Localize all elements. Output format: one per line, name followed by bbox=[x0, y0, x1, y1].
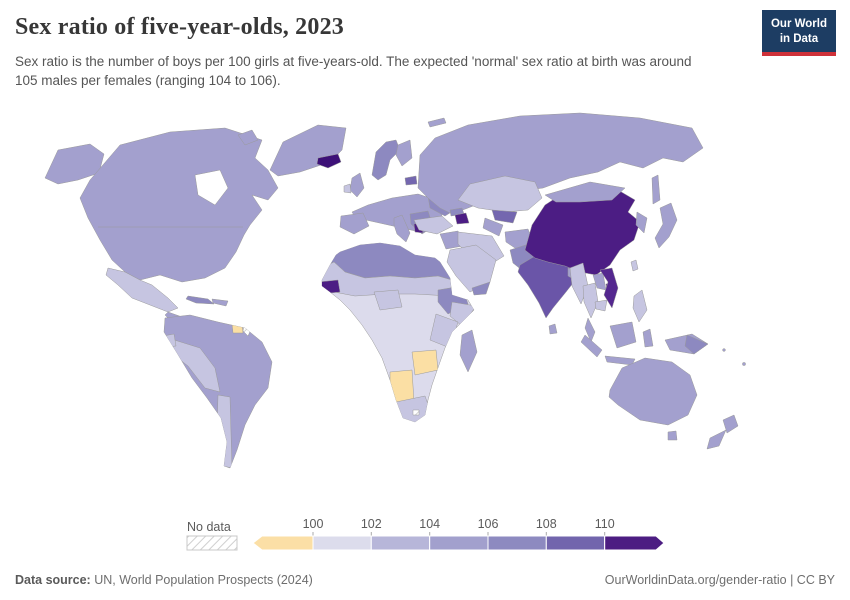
map-region-svalbard[interactable] bbox=[427, 117, 447, 128]
map-region-azerbaijan[interactable] bbox=[454, 212, 470, 225]
map-region-vietnam[interactable] bbox=[599, 267, 619, 309]
map-region-australia[interactable] bbox=[608, 357, 698, 426]
world-map-svg bbox=[44, 112, 746, 469]
map-region-iberia[interactable] bbox=[339, 212, 370, 235]
map-region-taiwan[interactable] bbox=[630, 259, 639, 272]
map-region-suriname[interactable] bbox=[231, 322, 244, 334]
data-source-label: Data source: bbox=[15, 573, 91, 587]
legend-tick-106: 106 bbox=[478, 517, 499, 531]
owid-logo-line2: in Data bbox=[779, 32, 819, 45]
data-source-value: UN, World Population Prospects (2024) bbox=[90, 573, 313, 587]
legend-tick-108: 108 bbox=[536, 517, 557, 531]
map-region-yemen[interactable] bbox=[471, 281, 491, 296]
world-map bbox=[0, 100, 850, 512]
owid-logo-line1: Our World bbox=[770, 18, 827, 30]
map-region-philippines[interactable] bbox=[632, 289, 648, 323]
license-label: CC BY bbox=[796, 573, 835, 587]
continent-north-america bbox=[44, 124, 347, 333]
map-region-uzbekistan[interactable] bbox=[491, 209, 518, 224]
map-region-lesotho-nodata[interactable] bbox=[412, 409, 420, 416]
map-region-cambodia[interactable] bbox=[594, 299, 608, 312]
region-asia bbox=[504, 181, 678, 335]
chart-footer: Data source: UN, World Population Prospe… bbox=[15, 573, 835, 587]
map-region-fiji[interactable] bbox=[742, 362, 746, 366]
map-region-kazakhstan[interactable] bbox=[457, 175, 543, 213]
data-source-note: Data source: UN, World Population Prospe… bbox=[15, 573, 313, 587]
map-region-sri-lanka[interactable] bbox=[548, 323, 558, 335]
map-region-madagascar[interactable] bbox=[459, 329, 478, 373]
map-legend: No data 100 102 104 106 108 110 bbox=[0, 512, 850, 562]
map-region-sumatra[interactable] bbox=[580, 334, 603, 358]
map-region-baltics[interactable] bbox=[404, 175, 418, 186]
map-region-new-zealand-south[interactable] bbox=[706, 429, 727, 450]
footer-right: OurWorldinData.org/gender-ratio | CC BY bbox=[605, 573, 835, 587]
map-region-nigeria[interactable] bbox=[373, 289, 403, 311]
map-region-java[interactable] bbox=[604, 355, 636, 366]
map-region-canada-usa[interactable] bbox=[79, 127, 279, 283]
map-region-arctic-island[interactable] bbox=[237, 129, 259, 146]
legend-nodata-label: No data bbox=[187, 520, 231, 534]
region-russia-central-asia bbox=[417, 112, 704, 237]
legend-bin-102-104[interactable] bbox=[370, 535, 431, 551]
map-region-alaska[interactable] bbox=[44, 143, 105, 185]
map-region-turkmenistan[interactable] bbox=[482, 217, 504, 237]
map-region-korea[interactable] bbox=[635, 211, 648, 234]
owid-url-link[interactable]: OurWorldinData.org/gender-ratio bbox=[604, 573, 787, 587]
map-region-hispaniola[interactable] bbox=[211, 298, 229, 307]
map-region-solomon-islands[interactable] bbox=[722, 348, 726, 352]
legend-tick-102: 102 bbox=[361, 517, 382, 531]
map-legend-svg: No data 100 102 104 106 108 110 bbox=[186, 517, 665, 551]
map-region-italy[interactable] bbox=[393, 214, 411, 243]
region-sea-oceania bbox=[569, 262, 746, 450]
legend-bin-108-110[interactable] bbox=[545, 535, 606, 551]
continent-south-america bbox=[163, 314, 273, 469]
legend-tick-104: 104 bbox=[419, 517, 440, 531]
map-region-mongolia[interactable] bbox=[544, 181, 626, 203]
map-region-new-zealand-north[interactable] bbox=[722, 414, 739, 434]
legend-bin-100-102[interactable] bbox=[312, 535, 372, 551]
chart-subtitle: Sex ratio is the number of boys per 100 … bbox=[15, 54, 692, 89]
map-region-iceland[interactable] bbox=[316, 153, 342, 169]
legend-tick-110: 110 bbox=[595, 517, 615, 531]
map-region-ireland[interactable] bbox=[343, 183, 352, 194]
map-region-turkey[interactable] bbox=[413, 215, 454, 235]
map-region-tasmania[interactable] bbox=[667, 430, 678, 441]
map-region-finland[interactable] bbox=[395, 139, 413, 167]
map-region-greenland[interactable] bbox=[269, 124, 347, 177]
legend-tick-100: 100 bbox=[303, 517, 324, 531]
map-region-sakhalin[interactable] bbox=[651, 174, 661, 205]
legend-bin-below-100[interactable] bbox=[252, 535, 314, 551]
map-region-papua-new-guinea[interactable] bbox=[684, 334, 709, 355]
region-middle-east bbox=[413, 215, 505, 296]
map-region-senegal[interactable] bbox=[318, 279, 341, 295]
legend-bin-106-108[interactable] bbox=[487, 535, 547, 551]
map-region-united-kingdom[interactable] bbox=[349, 172, 365, 198]
legend-nodata-swatch[interactable] bbox=[186, 535, 238, 551]
continent-africa bbox=[318, 242, 478, 423]
legend-bin-104-106[interactable] bbox=[429, 535, 489, 551]
map-region-chile[interactable] bbox=[216, 394, 233, 468]
owid-logo: Our World in Data bbox=[761, 10, 836, 56]
map-region-japan[interactable] bbox=[654, 202, 678, 249]
map-region-borneo[interactable] bbox=[609, 321, 637, 349]
map-region-mexico[interactable] bbox=[105, 267, 179, 313]
map-region-cuba[interactable] bbox=[185, 295, 215, 305]
map-region-ecuador[interactable] bbox=[163, 333, 177, 348]
footer-separator: | bbox=[786, 573, 797, 587]
page-title: Sex ratio of five-year-olds, 2023 bbox=[15, 14, 344, 40]
legend-bin-above-110[interactable] bbox=[604, 535, 665, 551]
map-region-scandinavia[interactable] bbox=[371, 139, 401, 181]
map-region-sulawesi[interactable] bbox=[642, 328, 654, 348]
map-region-thailand[interactable] bbox=[582, 282, 599, 319]
